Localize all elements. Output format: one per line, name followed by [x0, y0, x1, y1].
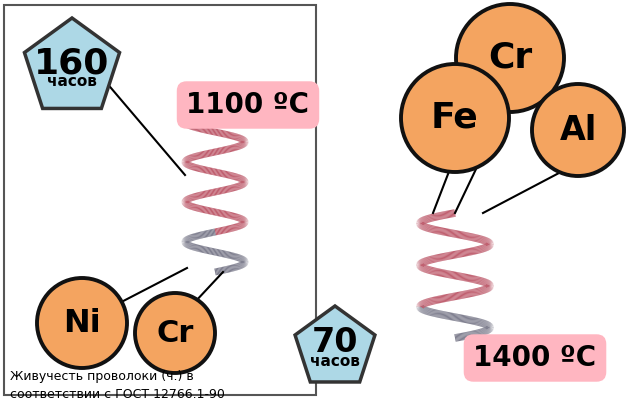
Circle shape — [37, 278, 127, 368]
Text: часов: часов — [310, 354, 360, 368]
Text: 1100 ºC: 1100 ºC — [186, 91, 310, 119]
Text: Cr: Cr — [156, 318, 194, 348]
Text: Ni: Ni — [63, 308, 101, 338]
Circle shape — [401, 64, 509, 172]
Polygon shape — [24, 18, 120, 108]
Circle shape — [456, 4, 564, 112]
Circle shape — [135, 293, 215, 373]
Text: Cr: Cr — [488, 41, 532, 75]
Text: часов: часов — [47, 74, 97, 88]
Text: Al: Al — [559, 114, 596, 146]
Text: Живучесть проволоки (ч.) в
соответствии с ГОСТ 12766.1-90: Живучесть проволоки (ч.) в соответствии … — [10, 370, 225, 400]
Text: 70: 70 — [312, 326, 358, 360]
Text: Fe: Fe — [431, 101, 479, 135]
Text: 160: 160 — [35, 46, 109, 80]
Polygon shape — [295, 306, 375, 382]
Circle shape — [532, 84, 624, 176]
Text: 1400 ºC: 1400 ºC — [474, 344, 596, 372]
